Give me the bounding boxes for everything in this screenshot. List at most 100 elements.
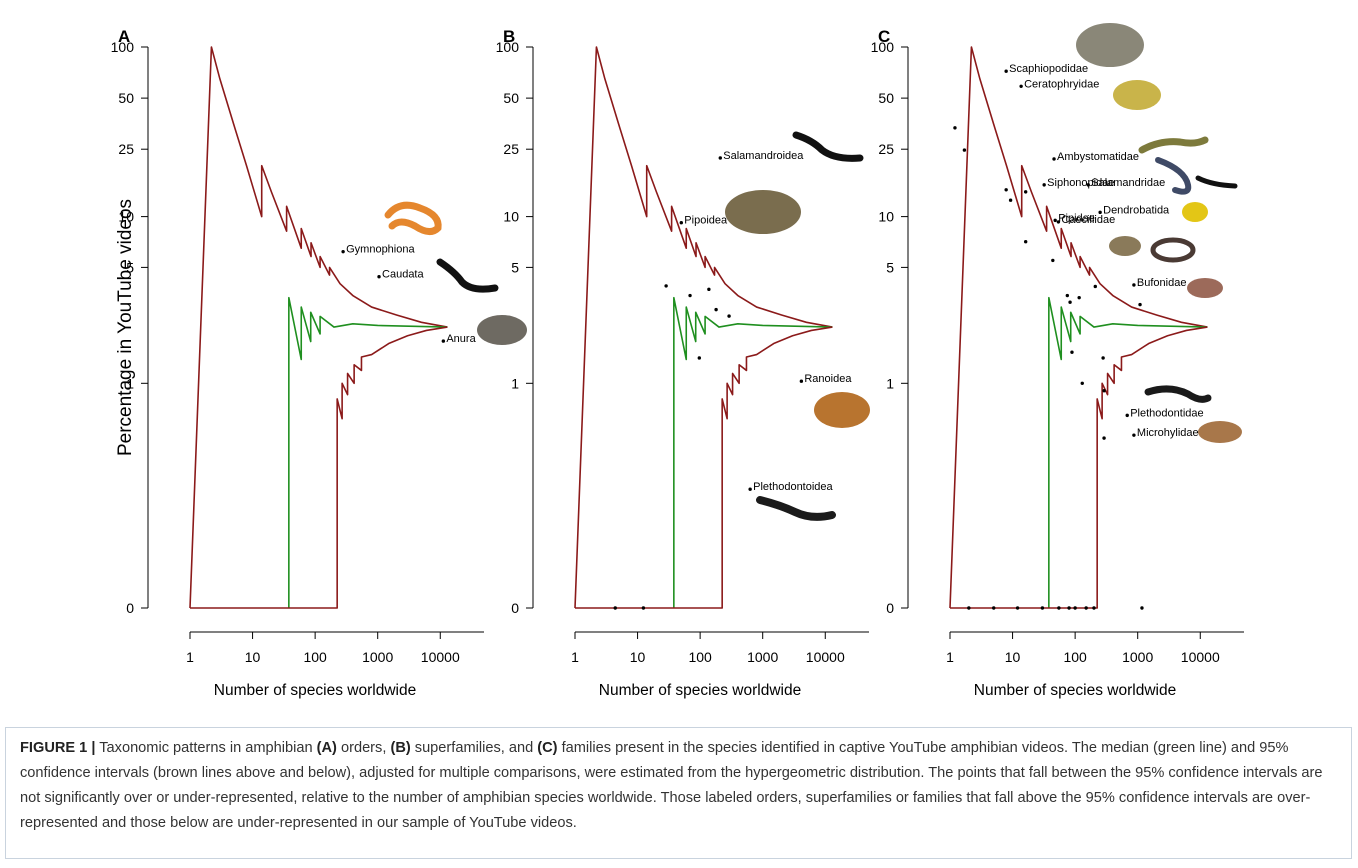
salamander-photo <box>1138 136 1209 154</box>
x-tick-label: 10000 <box>421 649 460 665</box>
data-point <box>799 379 804 383</box>
data-point <box>967 606 971 610</box>
point-label: Caeciliidae <box>1061 214 1115 226</box>
point-label: Plethodontidae <box>1130 407 1203 419</box>
data-point <box>377 275 381 279</box>
x-tick-label: 1000 <box>747 649 778 665</box>
data-point <box>714 307 718 312</box>
y-tick-label: 5 <box>511 259 519 275</box>
data-point <box>707 287 711 292</box>
y-tick-label: 10 <box>118 209 134 225</box>
data-point <box>1068 300 1072 304</box>
point-label: Bufonidae <box>1137 277 1187 289</box>
x-tick-label: 1 <box>186 649 194 665</box>
x-tick-label: 10 <box>1005 649 1021 665</box>
point-label: Gymnophiona <box>346 244 415 256</box>
data-point <box>688 293 692 298</box>
data-point <box>727 314 731 318</box>
ci-line <box>575 326 833 609</box>
salamander-photo <box>1144 385 1212 403</box>
caption-bold: FIGURE 1 | <box>20 740 96 756</box>
point-label: Pipidae <box>1058 212 1095 224</box>
x-axis-title: Number of species worldwide <box>599 682 801 699</box>
data-point <box>953 126 957 130</box>
data-point <box>1102 436 1106 440</box>
ci-line <box>673 296 833 608</box>
y-tick-label: 0 <box>126 600 134 616</box>
point-label: Ambystomatidae <box>1057 151 1139 163</box>
data-point <box>1140 606 1144 610</box>
y-tick-label: 5 <box>886 259 894 275</box>
data-point <box>1084 606 1088 610</box>
data-point <box>1092 606 1096 610</box>
data-point <box>1098 210 1102 215</box>
frog-photo <box>1198 421 1242 443</box>
data-point <box>1086 183 1090 187</box>
point-label: Salamandridae <box>1091 177 1165 189</box>
y-tick-label: 100 <box>871 39 895 55</box>
data-point <box>697 356 702 360</box>
y-tick-label: 50 <box>878 90 894 106</box>
data-point <box>613 606 617 610</box>
data-point <box>1040 606 1045 610</box>
point-label: Ceratophryidae <box>1024 78 1099 90</box>
x-tick-label: 1000 <box>1122 649 1153 665</box>
x-axis-title: Number of species worldwide <box>974 682 1176 699</box>
panel: B Number of species worldwide 0 1 5 10 25 50 100… <box>496 27 869 699</box>
data-point <box>1015 606 1020 610</box>
data-point <box>1023 190 1028 194</box>
y-tick-label: 100 <box>496 39 520 55</box>
data-point <box>679 221 683 225</box>
x-tick-label: 10 <box>630 649 646 665</box>
data-point <box>992 606 996 610</box>
data-point <box>1093 284 1097 289</box>
caption-bold: (A) <box>316 740 337 756</box>
ci-line <box>288 296 448 608</box>
frog-photo <box>1182 202 1208 222</box>
data-point <box>441 339 446 343</box>
y-tick-label: 50 <box>118 90 134 106</box>
data-point <box>1070 350 1074 354</box>
y-tick-label: 1 <box>886 375 894 391</box>
y-tick-label: 1 <box>511 375 519 391</box>
data-point <box>1065 293 1070 298</box>
point-label: Scaphiopodidae <box>1009 63 1088 75</box>
y-tick-label: 25 <box>503 141 519 157</box>
data-point <box>1132 283 1136 287</box>
x-axis-title: Number of species worldwide <box>214 682 416 699</box>
data-point <box>748 487 752 491</box>
data-point <box>1067 606 1071 610</box>
salamander-photo <box>1195 175 1238 189</box>
ci-line <box>949 46 1208 609</box>
data-point <box>1077 295 1081 300</box>
data-point <box>1004 188 1008 192</box>
data-point <box>1023 240 1028 244</box>
x-tick-label: 100 <box>303 649 327 665</box>
salamander-photo <box>436 258 499 293</box>
point-label: Ranoidea <box>804 373 852 385</box>
data-point <box>1019 84 1023 88</box>
y-tick-label: 10 <box>878 209 894 225</box>
ci-line <box>190 326 448 609</box>
panel-label: B <box>503 27 515 46</box>
data-point <box>1004 69 1008 73</box>
x-tick-label: 10000 <box>1181 649 1220 665</box>
data-point <box>1057 606 1061 610</box>
data-point <box>1042 183 1046 187</box>
ci-line <box>189 46 448 609</box>
figure: A Percentage in YouTube videos Number of s… <box>111 23 1244 699</box>
ci-line <box>1048 296 1208 608</box>
point-label: Anura <box>446 333 476 345</box>
data-point <box>718 156 722 160</box>
data-point <box>1051 258 1055 263</box>
caecilian-photo <box>1155 157 1192 195</box>
figure-caption: FIGURE 1 | Taxonomic patterns in amphibi… <box>5 727 1352 859</box>
y-tick-label: 25 <box>878 141 894 157</box>
caption-bold: (C) <box>537 740 558 756</box>
y-axis-title: Percentage in YouTube videos <box>115 199 136 456</box>
caption-text: families present in the species identifi… <box>20 740 1323 831</box>
frog-photo <box>1113 80 1161 110</box>
x-tick-label: 10 <box>245 649 261 665</box>
caption-bold: (B) <box>390 740 411 756</box>
